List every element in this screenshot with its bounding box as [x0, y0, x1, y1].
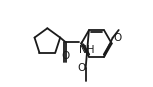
Text: O: O	[113, 33, 121, 43]
Text: O: O	[62, 51, 70, 61]
Text: NH: NH	[79, 45, 95, 55]
Text: O: O	[77, 63, 85, 73]
